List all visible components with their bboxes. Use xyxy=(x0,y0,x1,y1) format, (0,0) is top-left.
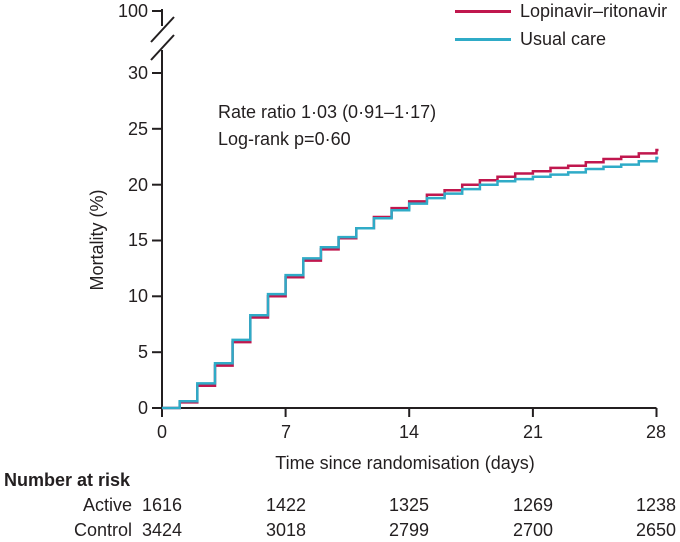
legend-label-lopinavir: Lopinavir–ritonavir xyxy=(520,1,668,21)
legend-line-lopinavir xyxy=(455,10,511,13)
y-tick-label: 20 xyxy=(127,175,148,195)
survival-curves xyxy=(162,148,659,410)
y-tick-label: 30 xyxy=(127,63,148,83)
x-tick-label: 7 xyxy=(280,422,291,442)
risk-value: 1422 xyxy=(265,495,307,515)
risk-value: 1616 xyxy=(141,495,183,515)
x-tick-label: 0 xyxy=(156,422,167,442)
y-tick-label: 10 xyxy=(127,286,148,306)
x-tick-label: 14 xyxy=(398,422,420,442)
risk-value: 3018 xyxy=(265,520,307,540)
risk-row-label-active: Active xyxy=(82,495,132,515)
risk-value: 2799 xyxy=(388,520,430,540)
y-tick-label-break-top: 100 xyxy=(117,1,148,21)
rate-ratio-annotation: Rate ratio 1·03 (0·91–1·17) xyxy=(218,102,437,122)
risk-table-title: Number at risk xyxy=(4,470,131,490)
y-axis-title: Mortality (%) xyxy=(87,189,107,291)
x-axis-title: Time since randomisation (days) xyxy=(275,453,535,473)
axes xyxy=(150,9,658,417)
legend-label-usual-care: Usual care xyxy=(520,29,607,49)
x-tick-label: 28 xyxy=(645,422,667,442)
risk-value: 1325 xyxy=(388,495,430,515)
y-tick-label: 5 xyxy=(137,342,148,362)
risk-value: 2700 xyxy=(512,520,554,540)
curve-lopinavir xyxy=(162,148,659,410)
legend-line-usual-care xyxy=(455,38,511,41)
risk-value: 1238 xyxy=(635,495,677,515)
curve-usual-care xyxy=(162,156,659,410)
y-tick-label: 15 xyxy=(127,230,148,250)
risk-value: 1269 xyxy=(512,495,554,515)
y-tick-label: 25 xyxy=(127,119,148,139)
x-tick-label: 21 xyxy=(522,422,544,442)
log-rank-annotation: Log-rank p=0·60 xyxy=(218,129,351,149)
risk-value: 2650 xyxy=(635,520,677,540)
y-tick-label: 0 xyxy=(137,398,148,418)
risk-row-label-control: Control xyxy=(73,520,132,540)
risk-value: 3424 xyxy=(141,520,183,540)
